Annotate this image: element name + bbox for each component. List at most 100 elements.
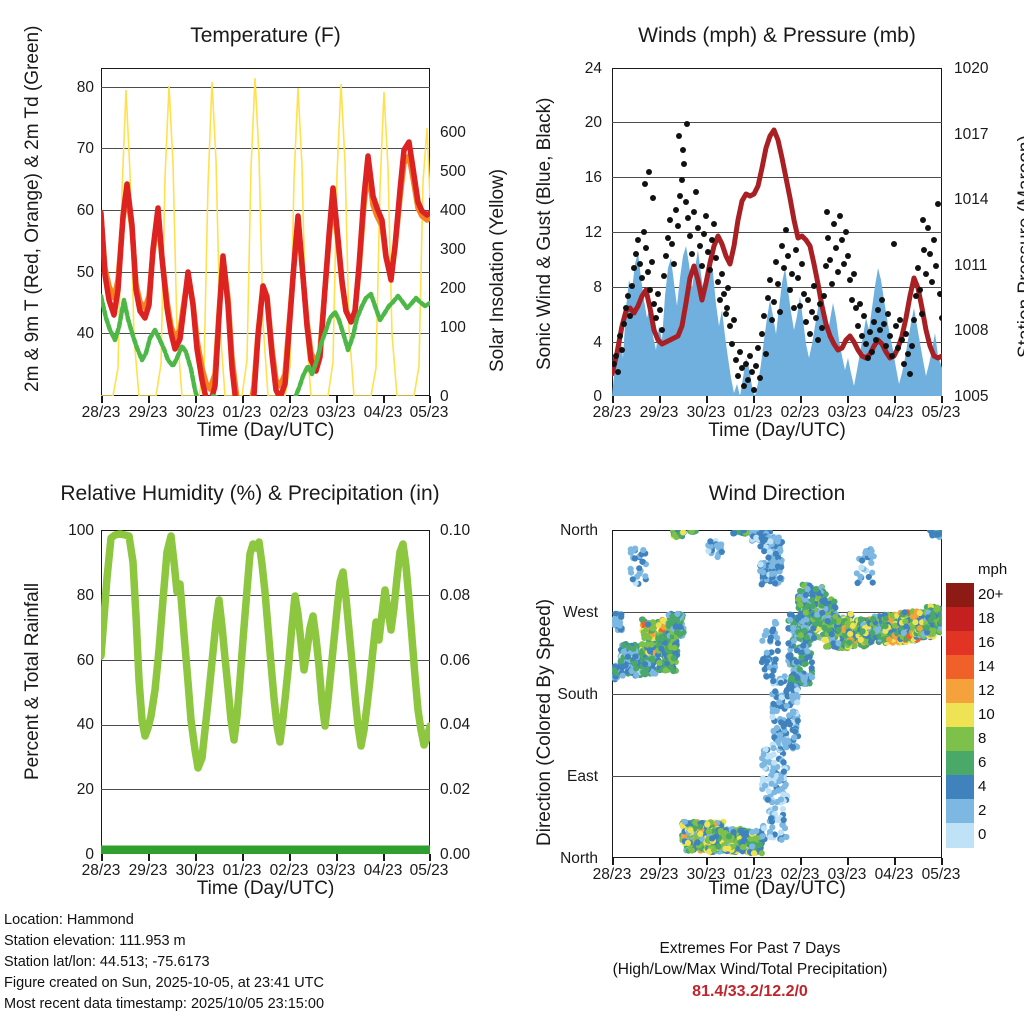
- humidity-gridline-40: [101, 725, 430, 727]
- humidity-ytick-right-000: 0.00: [440, 846, 471, 863]
- footer-location: Location: Hammond: [4, 912, 134, 928]
- footer-metadata: Location: Hammond Station elevation: 111…: [0, 912, 512, 1024]
- winds-xtick-mark-7: [941, 396, 943, 403]
- wind-direction-xtick-mark-3: [753, 858, 755, 865]
- humidity-ytick-80: 80: [76, 587, 94, 604]
- sonic-wind-area: [612, 246, 942, 396]
- relative-humidity-curve: [101, 530, 430, 772]
- wind-direction-ytick-east: East: [566, 768, 598, 785]
- temperature-right-axis-label: Solar Insolation (Yellow): [487, 168, 508, 372]
- temperature-ytick-70: 70: [76, 140, 94, 157]
- extremes-subheading: (High/Low/Max Wind/Total Precipitation): [612, 961, 888, 978]
- temperature-xtick-5: 03/23: [316, 404, 356, 421]
- winds-xtick-mark-5: [847, 396, 849, 403]
- winds-ytick-right-1008: 1008: [954, 322, 989, 339]
- winds-ytick-0: 0: [593, 388, 602, 405]
- colorbar-swatch-6: [946, 751, 974, 776]
- winds-ytick-right-1005: 1005: [954, 388, 989, 405]
- temperature-gridline-50: [101, 272, 430, 274]
- colorbar-swatch-4: [946, 775, 974, 800]
- humidity-ytick-right-004: 0.04: [440, 716, 471, 733]
- wind-direction-xtick-1: 29/23: [639, 866, 679, 883]
- humidity-gridline-20: [101, 789, 430, 791]
- colorbar-label-6: 6: [978, 754, 987, 771]
- winds-xtick-mark-0: [612, 396, 614, 403]
- temperature-panel-title: Temperature (F): [190, 24, 341, 47]
- wind-direction-xtick-3: 01/23: [733, 866, 773, 883]
- wind-direction-panel: Wind Direction Direction (Colored By Spe…: [512, 450, 1024, 910]
- humidity-ytick-0: 0: [85, 846, 94, 863]
- colorbar-label-10: 10: [978, 706, 995, 723]
- colorbar-label-0: 0: [978, 826, 987, 843]
- winds-plot-svg: [612, 121, 942, 396]
- humidity-xtick-0: 28/23: [81, 862, 121, 879]
- colorbar-swatch-12: [946, 679, 974, 704]
- humidity-xtick-mark-3: [242, 854, 244, 861]
- temperature-xtick-mark-5: [336, 396, 338, 403]
- colorbar-unit-label: mph: [978, 561, 1008, 578]
- humidity-xtick-2: 30/23: [175, 862, 215, 879]
- humidity-ytick-right-008: 0.08: [440, 587, 471, 604]
- humidity-ytick-100: 100: [68, 522, 94, 539]
- temperature-xtick-mark-4: [289, 396, 291, 403]
- humidity-ytick-40: 40: [76, 716, 94, 733]
- temperature-ytick-60: 60: [76, 202, 94, 219]
- winds-ytick-16: 16: [584, 169, 602, 186]
- wind-direction-ytick-west: West: [562, 604, 598, 621]
- winds-gridline-12: [612, 232, 942, 234]
- extremes-values: 81.4/33.2/12.2/0: [692, 983, 808, 1000]
- winds-panel: Winds (mph) & Pressure (mb) Sonic Wind &…: [512, 0, 1024, 450]
- humidity-xtick-mark-6: [383, 854, 385, 861]
- temperature-xtick-3: 01/23: [222, 404, 262, 421]
- colorbar-label-14: 14: [978, 658, 995, 675]
- temperature-xtick-7: 05/23: [409, 404, 449, 421]
- winds-panel-title: Winds (mph) & Pressure (mb): [638, 24, 916, 47]
- temperature-ytick-40: 40: [76, 325, 94, 342]
- winds-gridline-8: [612, 287, 942, 289]
- winds-xtick-0: 28/23: [592, 404, 632, 421]
- footer-created: Figure created on Sun, 2025-10-05, at 23…: [4, 975, 324, 991]
- wind-direction-ytick-south: South: [557, 686, 598, 703]
- humidity-xtick-7: 05/23: [409, 862, 449, 879]
- temperature-xtick-1: 29/23: [128, 404, 168, 421]
- wind-direction-x-axis-label: Time (Day/UTC): [708, 878, 846, 899]
- wind-direction-xtick-4: 02/23: [780, 866, 820, 883]
- humidity-x-axis-label: Time (Day/UTC): [196, 878, 335, 899]
- temperature-gridline-40: [101, 333, 430, 335]
- insolation-curve: [101, 77, 430, 396]
- colorbar-label-8: 8: [978, 730, 987, 747]
- winds-ytick-right-1020: 1020: [954, 60, 989, 77]
- winds-xtick-mark-1: [659, 396, 661, 403]
- humidity-ytick-right-010: 0.10: [440, 522, 471, 539]
- temperature-ytick-right-300: 300: [440, 241, 466, 258]
- colorbar-swatch-8: [946, 727, 974, 752]
- wind-direction-xtick-mark-0: [612, 858, 614, 865]
- footer-latlon: Station lat/lon: 44.513; -75.6173: [4, 954, 210, 970]
- colorbar-swatch-16: [946, 631, 974, 656]
- winds-xtick-mark-3: [753, 396, 755, 403]
- humidity-xtick-mark-1: [148, 854, 150, 861]
- temperature-ytick-right-100: 100: [440, 319, 466, 336]
- winds-xtick-3: 01/23: [733, 404, 773, 421]
- wind-speed-colorbar: mph 20+ 18 16 14 12 10 8 6 4 2 0: [946, 515, 1024, 865]
- humidity-xtick-mark-7: [429, 854, 431, 861]
- winds-right-axis-label: Station Pressure (Maroon): [1015, 135, 1024, 358]
- winds-ytick-8: 8: [593, 279, 602, 296]
- winds-x-axis-label: Time (Day/UTC): [708, 420, 846, 441]
- wind-direction-xtick-0: 28/23: [592, 866, 632, 883]
- humidity-gridline-60: [101, 660, 430, 662]
- temperature-2m-curve: [101, 139, 430, 396]
- humidity-xtick-mark-4: [289, 854, 291, 861]
- colorbar-label-2: 2: [978, 802, 987, 819]
- colorbar-swatch-2: [946, 799, 974, 824]
- wind-direction-left-axis-label: Direction (Colored By Speed): [534, 598, 555, 846]
- winds-ytick-right-1014: 1014: [954, 191, 989, 208]
- colorbar-labels: 20+ 18 16 14 12 10 8 6 4 2 0: [978, 583, 1024, 847]
- humidity-ytick-right-006: 0.06: [440, 652, 471, 669]
- colorbar-label-16: 16: [978, 634, 995, 651]
- winds-ytick-right-1017: 1017: [954, 126, 989, 143]
- humidity-xtick-5: 03/23: [316, 862, 356, 879]
- wind-direction-panel-title: Wind Direction: [708, 482, 846, 505]
- colorbar-swatch-14: [946, 655, 974, 680]
- temperature-xtick-mark-2: [195, 396, 197, 403]
